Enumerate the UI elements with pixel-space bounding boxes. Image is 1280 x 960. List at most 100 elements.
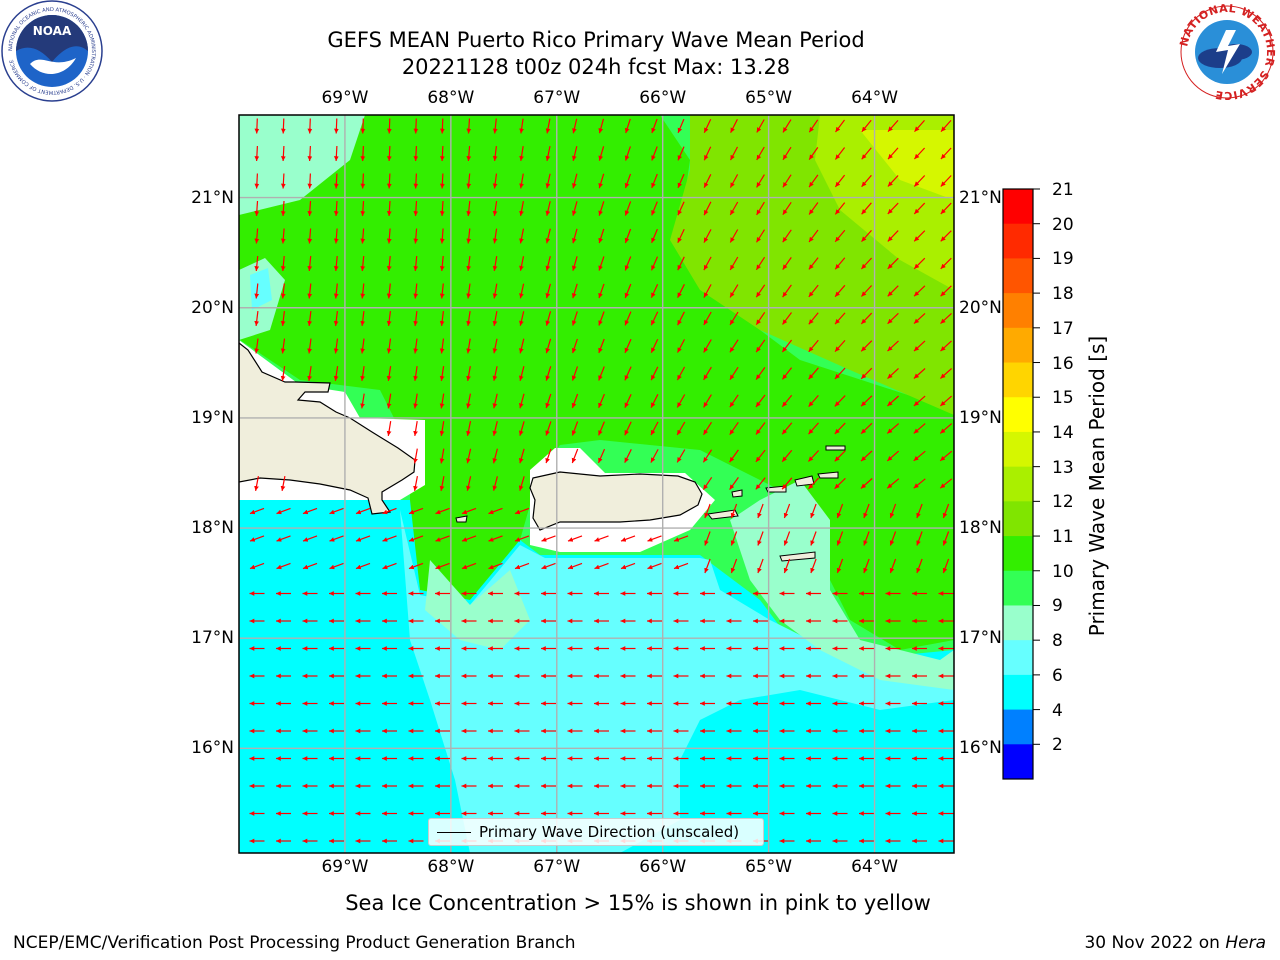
wave-arrow bbox=[545, 366, 552, 381]
lat-tick-label: 20°N bbox=[191, 297, 234, 318]
wave-arrow bbox=[676, 339, 686, 353]
wave-arrow bbox=[386, 173, 392, 189]
wave-arrow bbox=[518, 393, 525, 409]
lat-tick-label: 17°N bbox=[959, 628, 1002, 649]
wave-arrow bbox=[808, 284, 819, 298]
wave-arrow bbox=[808, 229, 819, 243]
wave-arrow bbox=[435, 562, 450, 570]
wave-arrow bbox=[466, 145, 472, 162]
colorbar bbox=[1003, 188, 1040, 780]
colorbar-segment bbox=[1003, 189, 1033, 225]
lon-tick-label: 64°W bbox=[851, 857, 899, 877]
wave-arrow bbox=[545, 145, 551, 162]
colorbar-segment bbox=[1003, 431, 1033, 468]
wave-arrow bbox=[545, 448, 552, 464]
wave-arrow bbox=[466, 118, 472, 134]
wave-arrow bbox=[940, 202, 952, 215]
wave-arrow bbox=[519, 256, 525, 271]
wave-arrow bbox=[834, 422, 846, 435]
wave-arrow bbox=[703, 146, 712, 161]
wave-arrow bbox=[860, 340, 873, 352]
wave-arrow bbox=[781, 449, 793, 463]
wave-arrow bbox=[756, 174, 765, 188]
wave-arrow bbox=[598, 366, 605, 381]
wave-arrow bbox=[545, 173, 551, 189]
wave-arrow bbox=[541, 535, 556, 542]
wave-arrow bbox=[571, 393, 579, 409]
wave-arrow bbox=[729, 477, 739, 490]
wave-arrow bbox=[518, 476, 525, 491]
wave-arrow bbox=[756, 119, 765, 133]
wave-arrow bbox=[307, 228, 313, 244]
colorbar-segment bbox=[1003, 605, 1033, 641]
wave-arrow bbox=[439, 118, 445, 134]
wave-arrow bbox=[594, 562, 609, 570]
wave-arrow bbox=[254, 475, 259, 492]
wave-arrow bbox=[519, 118, 524, 134]
wave-arrow bbox=[413, 283, 419, 299]
wave-arrow bbox=[887, 312, 899, 325]
wave-arrow bbox=[861, 119, 872, 133]
wave-arrow bbox=[673, 562, 689, 570]
footer-date: 30 Nov 2022 on Hera bbox=[1084, 933, 1266, 953]
colorbar-segment bbox=[1003, 466, 1033, 502]
wave-arrow bbox=[439, 311, 445, 326]
wave-arrow bbox=[676, 394, 686, 408]
wave-arrow bbox=[571, 283, 578, 299]
wave-arrow bbox=[702, 476, 713, 491]
colorbar-segment bbox=[1003, 293, 1033, 329]
wave-arrow bbox=[466, 448, 472, 464]
wave-arrow bbox=[439, 421, 445, 436]
wave-arrow bbox=[939, 423, 953, 434]
wave-arrow bbox=[280, 338, 286, 354]
wave-arrow bbox=[730, 119, 738, 133]
wave-arrow bbox=[360, 173, 366, 189]
map-frame bbox=[238, 114, 955, 854]
colorbar-tick-label: 6 bbox=[1052, 665, 1063, 686]
wave-arrow bbox=[808, 395, 819, 407]
wave-arrow bbox=[571, 421, 579, 436]
wave-arrow bbox=[386, 393, 392, 409]
wave-arrow bbox=[413, 393, 418, 409]
wave-arrow bbox=[280, 228, 286, 244]
wave-arrow bbox=[360, 145, 366, 162]
wave-arrow bbox=[333, 311, 339, 326]
lon-tick-label: 64°W bbox=[851, 88, 899, 108]
wave-arrow bbox=[940, 368, 952, 379]
wave-arrow bbox=[703, 174, 712, 188]
wave-arrow bbox=[729, 174, 739, 188]
graticule bbox=[239, 115, 954, 853]
wave-arrow bbox=[756, 146, 765, 161]
wave-arrow bbox=[439, 173, 445, 189]
lat-tick-label: 20°N bbox=[959, 297, 1002, 318]
wave-arrow bbox=[439, 475, 445, 492]
wave-arrow bbox=[942, 558, 950, 574]
wave-arrow bbox=[333, 200, 339, 217]
wave-arrow bbox=[756, 201, 765, 216]
wave-arrow bbox=[887, 120, 899, 132]
wave-arrow bbox=[461, 535, 477, 542]
wave-arrow bbox=[650, 338, 659, 354]
wave-arrow bbox=[782, 146, 792, 161]
colorbar-tick-label: 11 bbox=[1052, 527, 1074, 548]
wave-arrow bbox=[808, 339, 819, 353]
lon-tick-label: 65°W bbox=[745, 88, 793, 108]
wave-arrow bbox=[492, 448, 498, 464]
wave-arrow bbox=[808, 147, 819, 160]
lon-tick-label: 69°W bbox=[321, 88, 369, 108]
wave-arrow bbox=[280, 366, 286, 381]
wave-arrow bbox=[461, 507, 477, 515]
wave-arrow bbox=[808, 367, 819, 380]
wave-arrow bbox=[913, 423, 926, 434]
lon-tick-label: 69°W bbox=[321, 857, 369, 877]
noaa-logo: NATIONAL OCEANIC AND ATMOSPHERIC ADMINIS… bbox=[1, 0, 103, 102]
wave-arrow bbox=[386, 228, 392, 244]
wave-arrow bbox=[703, 284, 712, 298]
wave-arrow bbox=[333, 338, 339, 354]
wave-arrow bbox=[913, 257, 926, 270]
wave-arrow bbox=[518, 448, 525, 464]
wave-arrow bbox=[650, 449, 659, 463]
wave-arrow bbox=[280, 311, 286, 326]
wave-arrow bbox=[329, 507, 344, 515]
wave-arrow bbox=[755, 256, 766, 271]
